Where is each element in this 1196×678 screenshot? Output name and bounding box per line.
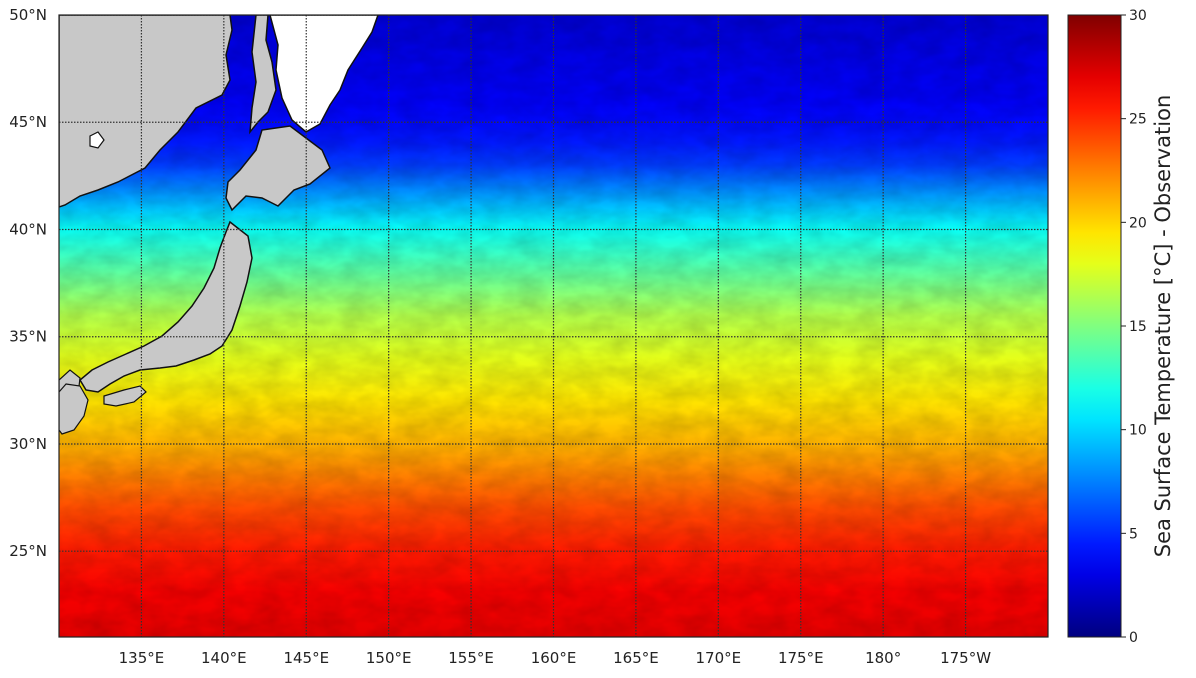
land-honshu	[79, 220, 253, 393]
colorbar-tick-label: 25	[1129, 112, 1147, 128]
land-kyushu	[59, 383, 89, 435]
x-tick-label: 145°E	[283, 649, 329, 667]
colorbar	[1067, 14, 1122, 638]
land-sakhalin	[249, 15, 277, 135]
y-tick-label: 45°N	[9, 113, 47, 131]
x-tick-label: 180°	[865, 649, 901, 667]
land-shikoku	[103, 385, 147, 407]
x-tick-label: 155°E	[448, 649, 494, 667]
colorbar-tick-label: 0	[1129, 630, 1138, 646]
y-tick-label: 35°N	[9, 328, 47, 346]
map-area	[59, 15, 1048, 637]
x-tick-label: 140°E	[201, 649, 247, 667]
x-tick-label: 160°E	[531, 649, 577, 667]
x-tick-label: 170°E	[696, 649, 742, 667]
x-tick-label: 175°W	[940, 649, 991, 667]
colorbar-tick-label: 15	[1129, 319, 1147, 335]
land-hokkaido	[225, 125, 331, 212]
colorbar-ticks: 0 5 10 15 20 25 30	[1121, 8, 1147, 646]
y-tick-label: 50°N	[9, 6, 47, 24]
y-tick-label: 25°N	[9, 542, 47, 560]
x-tick-label: 165°E	[613, 649, 659, 667]
y-tick-label: 30°N	[9, 435, 47, 453]
land-island	[89, 131, 105, 149]
colorbar-tick-label: 10	[1129, 423, 1147, 439]
map-frame	[58, 14, 1049, 638]
colorbar-label: Sea Surface Temperature [°C] - Observati…	[1151, 95, 1175, 558]
colorbar-tick-label: 30	[1129, 8, 1147, 24]
x-axis: 135°E 140°E 145°E 150°E 155°E 160°E 165°E 170°E…	[119, 649, 992, 667]
x-tick-label: 150°E	[366, 649, 412, 667]
colorbar-tick-label: 20	[1129, 215, 1147, 231]
x-tick-label: 135°E	[119, 649, 165, 667]
land-kamchatka	[269, 15, 379, 133]
y-tick-label: 40°N	[9, 220, 47, 238]
land-mainland	[59, 15, 233, 208]
y-axis: 50°N 45°N 40°N 35°N 30°N 25°N	[9, 6, 47, 560]
colorbar-tick-label: 5	[1129, 526, 1138, 542]
x-tick-label: 175°E	[778, 649, 824, 667]
